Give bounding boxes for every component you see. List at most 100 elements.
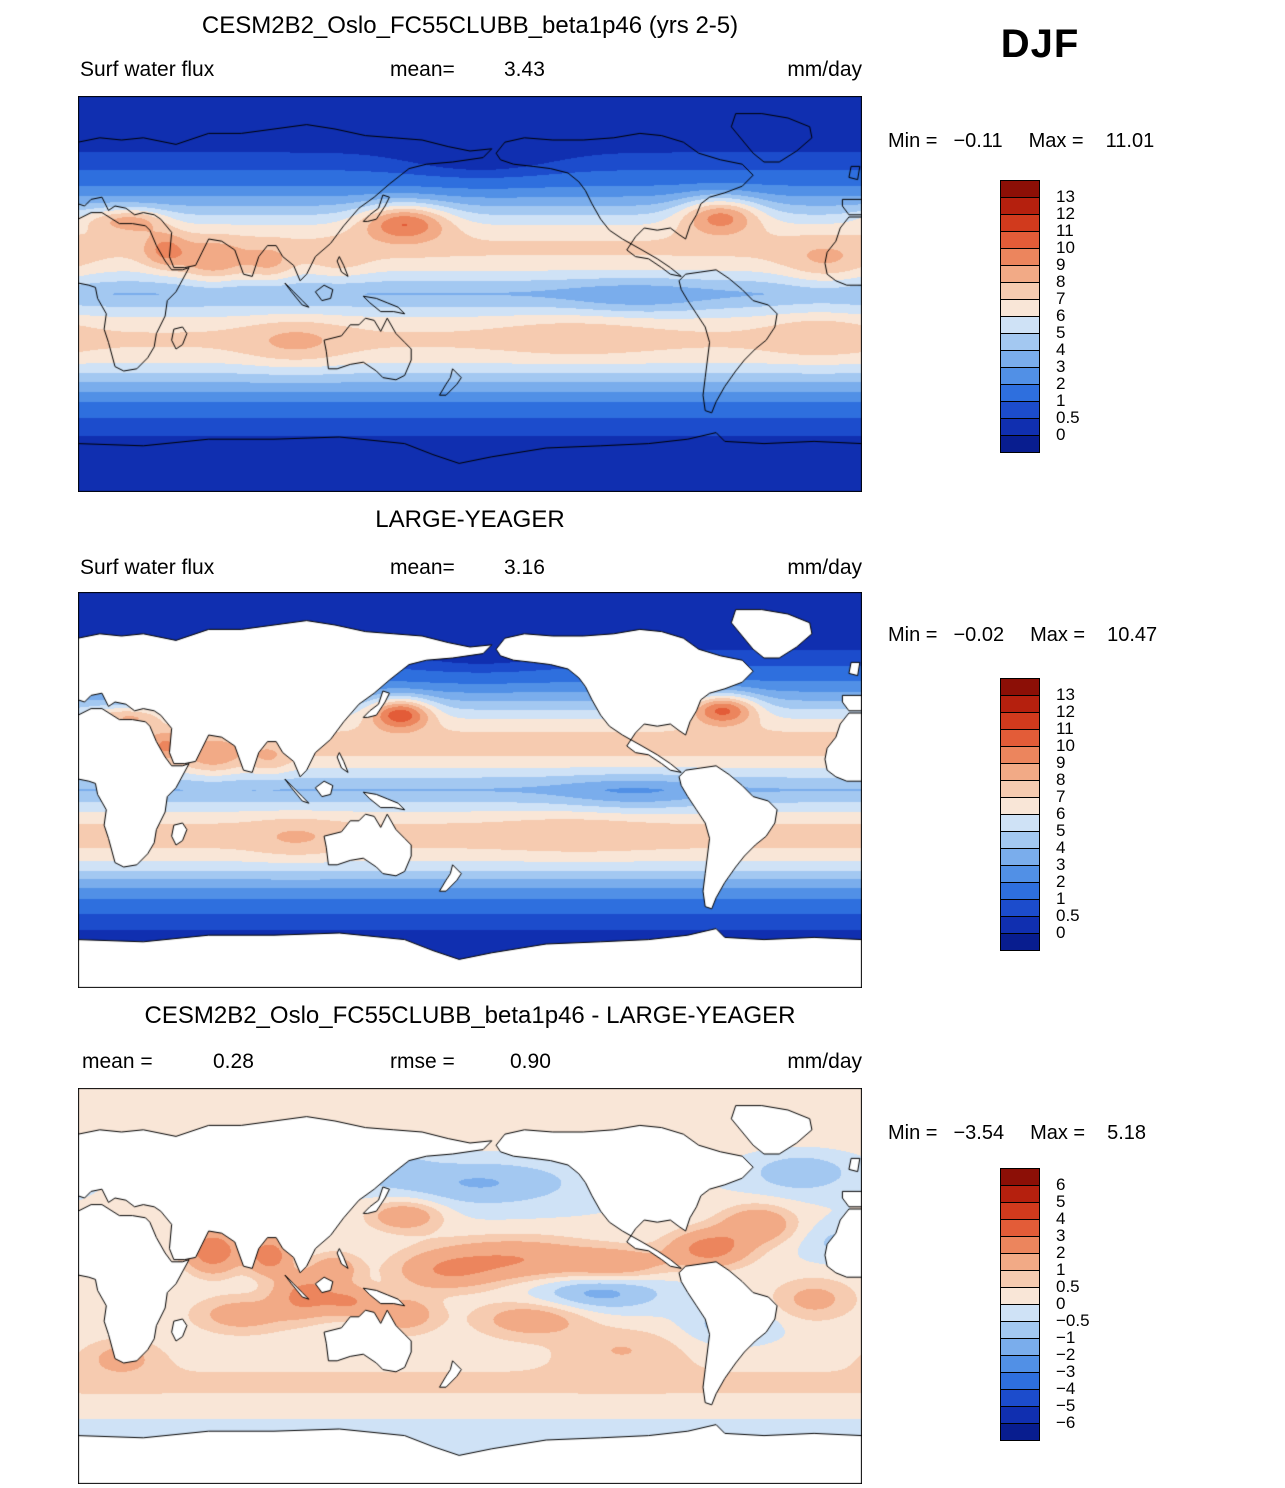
colorbar-tick-label: 1 <box>1056 390 1066 410</box>
panel2-max-value: 10.47 <box>1107 624 1158 646</box>
colorbar-cell <box>1000 1338 1040 1356</box>
colorbar-cell <box>1000 797 1040 815</box>
colorbar-tick-label: 13 <box>1056 186 1075 206</box>
colorbar-cell <box>1000 435 1040 453</box>
panel2-min-label: Min = <box>888 624 938 646</box>
colorbar-cell <box>1000 712 1040 730</box>
colorbar-cell <box>1000 180 1040 198</box>
panel1-stats-row: Surf water flux mean= 3.43 mm/day <box>78 58 862 84</box>
colorbar-cell <box>1000 299 1040 317</box>
panel2-title: LARGE-YEAGER <box>375 506 565 533</box>
panel1-mean-value: 3.43 <box>504 58 545 81</box>
colorbar-tick-label: 9 <box>1056 752 1066 772</box>
panel3-stats-row: mean = 0.28 rmse = 0.90 mm/day <box>78 1050 862 1076</box>
colorbar-tick-label: −1 <box>1056 1327 1076 1347</box>
colorbar-cell <box>1000 814 1040 832</box>
panel3-min-label: Min = <box>888 1122 938 1144</box>
colorbar-cell <box>1000 1406 1040 1424</box>
panel2-field-label: Surf water flux <box>80 556 215 579</box>
panel2-units: mm/day <box>787 556 862 579</box>
colorbar-tick-label: 5 <box>1056 820 1066 840</box>
colorbar-diff: 6 5 4 3 2 1 0.5 0 −0.5 −1 −2 −3 −4 −5 −6 <box>1000 1168 1120 1460</box>
map-model <box>78 96 862 492</box>
colorbar-cell <box>1000 333 1040 351</box>
panel3-max-label: Max = <box>1030 1122 1086 1144</box>
colorbar-cell <box>1000 418 1040 436</box>
panel1-title: CESM2B2_Oslo_FC55CLUBB_beta1p46 (yrs 2-5… <box>201 12 739 39</box>
colorbar-cell <box>1000 1168 1040 1186</box>
panel1-max-value: 11.01 <box>1105 130 1155 152</box>
colorbar-tick-label: −3 <box>1056 1361 1076 1381</box>
colorbar-tick-label: 7 <box>1056 786 1066 806</box>
colorbar-tick-label: 6 <box>1056 803 1066 823</box>
colorbar-tick-label: 9 <box>1056 254 1066 274</box>
colorbar-cells <box>1000 180 1040 453</box>
colorbar-cell <box>1000 265 1040 283</box>
panel3-min-value: −3.54 <box>953 1122 1005 1144</box>
colorbar-cell <box>1000 916 1040 934</box>
panel1-minmax: Min = −0.11 Max = 11.01 <box>888 130 1218 153</box>
map-obs <box>78 592 862 988</box>
colorbar-tick-label: −0.5 <box>1056 1310 1090 1330</box>
panel1-mean-label: mean= <box>390 58 455 81</box>
colorbar-cell <box>1000 1372 1040 1390</box>
panel2-stats-row: Surf water flux mean= 3.16 mm/day <box>78 556 862 582</box>
map-diff <box>78 1088 862 1484</box>
panel3-mean-label: mean = <box>82 1050 153 1073</box>
season-label: DJF <box>1000 22 1080 66</box>
colorbar-cell <box>1000 1202 1040 1220</box>
colorbar-tick-label: 0.5 <box>1056 905 1080 925</box>
colorbar-tick-label: 8 <box>1056 271 1066 291</box>
colorbar-cell <box>1000 367 1040 385</box>
colorbar-cell <box>1000 865 1040 883</box>
panel1-units: mm/day <box>787 58 862 81</box>
colorbar-cell <box>1000 933 1040 951</box>
colorbar-tick-label: 11 <box>1056 220 1074 240</box>
colorbar-cells <box>1000 1168 1040 1441</box>
colorbar-tick-label: 0 <box>1056 922 1066 942</box>
colorbar-cell <box>1000 729 1040 747</box>
colorbar-cell <box>1000 401 1040 419</box>
colorbar-cell <box>1000 231 1040 249</box>
colorbar-tick-label: 10 <box>1056 735 1075 755</box>
colorbar-cell <box>1000 350 1040 368</box>
colorbar-cell <box>1000 831 1040 849</box>
colorbar-tick-label: 3 <box>1056 854 1066 874</box>
colorbar-tick-label: 8 <box>1056 769 1066 789</box>
colorbar-cell <box>1000 384 1040 402</box>
colorbar-cell <box>1000 746 1040 764</box>
panel2-minmax: Min = −0.02 Max = 10.47 <box>888 624 1218 647</box>
colorbar-tick-label: −5 <box>1056 1395 1076 1415</box>
colorbar-tick-label: 0.5 <box>1056 1276 1080 1296</box>
colorbar-tick-label: 0 <box>1056 1293 1066 1313</box>
colorbar-tick-label: 2 <box>1056 373 1066 393</box>
colorbar-cell <box>1000 1389 1040 1407</box>
colorbar-tick-label: 4 <box>1056 1208 1066 1228</box>
colorbar-tick-label: 5 <box>1056 1191 1066 1211</box>
colorbar-cell <box>1000 1253 1040 1271</box>
panel2-min-value: −0.02 <box>953 624 1005 646</box>
colorbar-cells <box>1000 678 1040 951</box>
colorbar-tick-label: 10 <box>1056 237 1075 257</box>
panel3-max-value: 5.18 <box>1107 1122 1147 1144</box>
colorbar-cell <box>1000 1355 1040 1373</box>
colorbar-cell <box>1000 1423 1040 1441</box>
colorbar-tick-label: 12 <box>1056 701 1075 721</box>
panel2-mean-label: mean= <box>390 556 455 579</box>
panel2-mean-value: 3.16 <box>504 556 545 579</box>
panel1-field-label: Surf water flux <box>80 58 215 81</box>
colorbar-cell <box>1000 197 1040 215</box>
colorbar-cell <box>1000 899 1040 917</box>
colorbar-cell <box>1000 316 1040 334</box>
colorbar-tick-label: 7 <box>1056 288 1066 308</box>
colorbar-cell <box>1000 1236 1040 1254</box>
colorbar-tick-label: 1 <box>1056 888 1066 908</box>
colorbar-tick-label: 6 <box>1056 305 1066 325</box>
colorbar-cell <box>1000 695 1040 713</box>
colorbar-cell <box>1000 1304 1040 1322</box>
panel3-units: mm/day <box>787 1050 862 1073</box>
colorbar-model: 13 12 11 10 9 8 7 6 5 4 3 2 1 0.5 0 <box>1000 180 1120 472</box>
panel2-max-label: Max = <box>1030 624 1086 646</box>
colorbar-tick-label: 13 <box>1056 684 1075 704</box>
